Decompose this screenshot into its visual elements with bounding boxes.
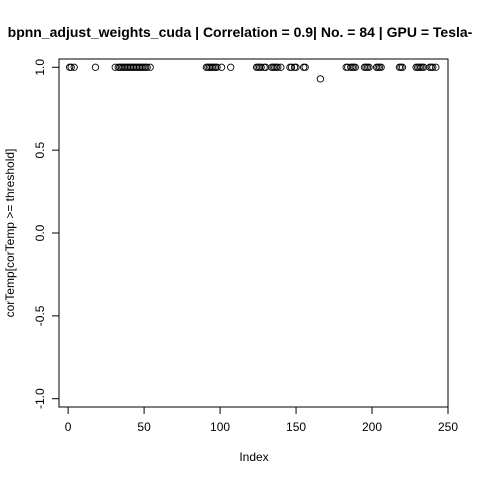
data-point: [287, 63, 296, 71]
x-axis: 0 50 100 150 200 250: [65, 406, 458, 434]
data-points: [65, 63, 440, 83]
data-point: [227, 63, 235, 71]
data-point: [277, 63, 285, 71]
data-point: [397, 63, 405, 71]
chart-title: bpnn_adjust_weights_cuda | Correlation =…: [8, 24, 473, 40]
data-point: [351, 63, 359, 71]
y-tick-label: 0.0: [33, 224, 47, 241]
data-point: [316, 75, 325, 83]
y-tick-label: 1.0: [33, 59, 47, 76]
data-point: [67, 63, 75, 71]
data-point: [398, 63, 407, 71]
x-tick-label: 50: [137, 420, 151, 434]
x-tick-label: 250: [438, 420, 458, 434]
data-point: [377, 63, 385, 71]
y-tick-label: 0.5: [33, 141, 47, 158]
x-tick-label: 200: [362, 420, 382, 434]
data-point: [257, 63, 265, 71]
y-tick-label: -1.0: [33, 388, 47, 409]
data-point: [292, 63, 300, 71]
data-point: [301, 63, 309, 71]
data-point: [91, 63, 100, 71]
data-point: [217, 63, 226, 71]
y-tick-label: -0.5: [33, 305, 47, 326]
data-point: [70, 63, 78, 71]
data-point: [146, 63, 154, 71]
data-point: [274, 63, 282, 71]
data-point: [429, 63, 437, 71]
data-point: [213, 63, 221, 71]
data-point: [299, 63, 308, 71]
y-axis-label: corTemp[corTemp >= threshold]: [3, 149, 17, 318]
data-point: [262, 63, 270, 71]
y-axis: -1.0 -0.5 0.0 0.5 1.0: [33, 59, 60, 409]
data-point: [365, 63, 373, 71]
data-point: [432, 63, 440, 71]
data-point: [143, 63, 151, 71]
x-tick-label: 100: [210, 420, 230, 434]
x-tick-label: 150: [286, 420, 306, 434]
plot-frame: [58, 58, 449, 408]
x-tick-label: 0: [65, 420, 72, 434]
x-axis-label: Index: [239, 450, 268, 464]
